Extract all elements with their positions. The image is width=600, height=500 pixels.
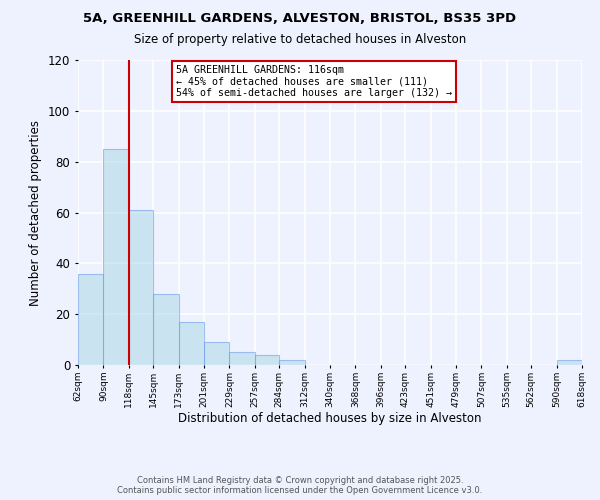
Text: Size of property relative to detached houses in Alveston: Size of property relative to detached ho… <box>134 32 466 46</box>
Bar <box>153 294 179 365</box>
Bar <box>179 322 204 365</box>
Bar <box>557 360 582 365</box>
X-axis label: Distribution of detached houses by size in Alveston: Distribution of detached houses by size … <box>178 412 482 426</box>
Y-axis label: Number of detached properties: Number of detached properties <box>29 120 43 306</box>
Bar <box>255 355 279 365</box>
Text: Contains HM Land Registry data © Crown copyright and database right 2025.
Contai: Contains HM Land Registry data © Crown c… <box>118 476 482 495</box>
Bar <box>103 149 129 365</box>
Bar <box>78 274 103 365</box>
Bar <box>129 210 153 365</box>
Bar <box>229 352 255 365</box>
Bar <box>204 342 229 365</box>
Text: 5A, GREENHILL GARDENS, ALVESTON, BRISTOL, BS35 3PD: 5A, GREENHILL GARDENS, ALVESTON, BRISTOL… <box>83 12 517 26</box>
Text: 5A GREENHILL GARDENS: 116sqm
← 45% of detached houses are smaller (111)
54% of s: 5A GREENHILL GARDENS: 116sqm ← 45% of de… <box>176 64 452 98</box>
Bar <box>279 360 305 365</box>
